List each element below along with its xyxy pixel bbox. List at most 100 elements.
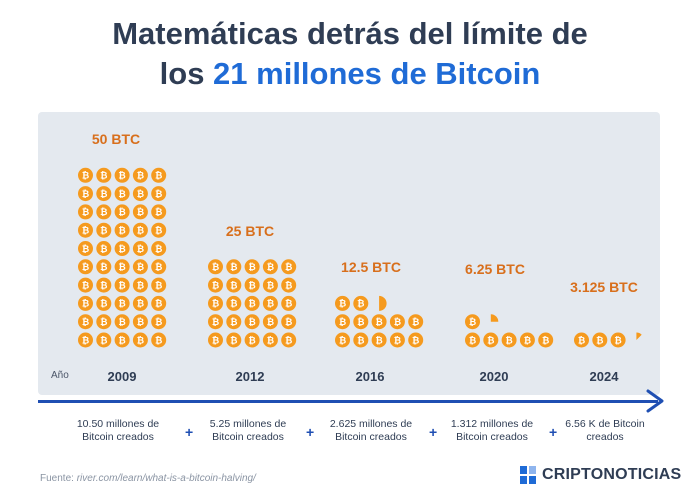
value-label-2020: 6.25 BTC: [465, 261, 525, 277]
svg-text:₿: ₿: [137, 262, 144, 273]
coin-mark-2016: ₿: [371, 314, 387, 330]
svg-text:₿: ₿: [155, 317, 162, 328]
svg-text:₿: ₿: [285, 335, 292, 346]
coin-mark-2016: ₿: [335, 332, 350, 348]
svg-text:₿: ₿: [82, 226, 89, 237]
title-line-1: Matemáticas detrás del límite de: [112, 16, 588, 51]
svg-text:₿: ₿: [212, 335, 219, 346]
svg-text:₿: ₿: [248, 262, 255, 273]
coin-mark-2009: ₿: [114, 314, 130, 330]
created-2020: 1.312 millones de Bitcoin creados: [450, 418, 534, 443]
value-label-2012: 25 BTC: [225, 223, 275, 239]
svg-text:₿: ₿: [469, 317, 476, 328]
svg-text:₿: ₿: [285, 262, 292, 273]
coin-mark-2016: ₿: [371, 332, 387, 348]
coin-mark-2009: ₿: [151, 241, 167, 256]
title-line-2: los 21 millones de Bitcoin: [0, 54, 700, 94]
svg-text:₿: ₿: [375, 317, 382, 328]
coin-mark-2024: ₿: [610, 332, 626, 348]
svg-text:₿: ₿: [230, 262, 237, 273]
coin-mark-2016: ₿: [408, 314, 424, 330]
brand-logo: CRIPTONOTICIAS: [520, 466, 681, 484]
coin-mark-2009: ₿: [96, 186, 112, 202]
plus-separator: +: [549, 424, 558, 440]
svg-text:₿: ₿: [155, 299, 162, 310]
coin-mark-2009: ₿: [96, 204, 112, 220]
year-2016: 2016: [355, 369, 385, 384]
coin-mark-2009: ₿: [78, 277, 93, 293]
svg-text:₿: ₿: [100, 244, 107, 255]
svg-text:₿: ₿: [375, 335, 382, 346]
coin-mark-2012: ₿: [208, 277, 223, 293]
coin-mark-2009: ₿: [96, 259, 112, 275]
value-label-2009: 50 BTC: [91, 131, 141, 147]
coin-mark-2012: ₿: [226, 277, 242, 293]
svg-text:₿: ₿: [155, 335, 162, 346]
svg-text:₿: ₿: [155, 280, 162, 291]
timeline-axis: [38, 400, 658, 403]
title-line-2-prefix: los: [159, 56, 214, 91]
svg-text:₿: ₿: [596, 335, 603, 346]
svg-text:₿: ₿: [100, 226, 107, 237]
coin-mark-2009: ₿: [114, 204, 130, 220]
created-2024: 6.56 K de Bitcoin creados: [565, 418, 645, 443]
svg-text:₿: ₿: [505, 335, 512, 346]
svg-text:₿: ₿: [412, 317, 419, 328]
svg-text:₿: ₿: [248, 317, 255, 328]
coin-mark-2009: ₿: [78, 241, 93, 256]
svg-text:₿: ₿: [267, 262, 274, 273]
coin-mark-2012: ₿: [244, 314, 260, 330]
arrow-right-icon: [646, 389, 664, 413]
coin-mark-2009: ₿: [132, 186, 148, 202]
coin-mark-2009: ₿: [151, 277, 167, 293]
svg-text:₿: ₿: [82, 207, 89, 218]
coin-mark-2009: ₿: [151, 204, 167, 220]
svg-text:₿: ₿: [118, 280, 125, 291]
svg-text:₿: ₿: [394, 317, 401, 328]
svg-text:₿: ₿: [118, 171, 125, 182]
coin-mark-2012: ₿: [226, 259, 242, 275]
svg-text:₿: ₿: [82, 335, 89, 346]
svg-text:₿: ₿: [357, 335, 364, 346]
coin-mark-2016: ₿: [335, 295, 350, 311]
value-label-2024: 3.125 BTC: [570, 279, 638, 295]
coin-mark-2012: ₿: [262, 314, 278, 330]
coin-mark-2016: ₿: [353, 314, 369, 330]
plus-separator: +: [306, 424, 315, 440]
coin-mark-2012: ₿: [244, 295, 260, 311]
svg-text:₿: ₿: [248, 335, 255, 346]
coin-mark-2012: ₿: [281, 314, 297, 330]
svg-text:₿: ₿: [267, 335, 274, 346]
svg-text:₿: ₿: [118, 299, 125, 310]
coin-mark-2009: ₿: [151, 332, 167, 348]
svg-text:₿: ₿: [412, 335, 419, 346]
coin-mark-2009: ₿: [96, 332, 112, 348]
svg-text:₿: ₿: [230, 335, 237, 346]
svg-text:₿: ₿: [267, 299, 274, 310]
coin-mark-2009: ₿: [151, 167, 167, 183]
coin-mark-2009: ₿: [151, 259, 167, 275]
coin-mark-2012: ₿: [244, 259, 260, 275]
coin-mark-2009: ₿: [78, 295, 93, 311]
svg-text:₿: ₿: [137, 244, 144, 255]
svg-text:₿: ₿: [487, 335, 494, 346]
svg-text:₿: ₿: [118, 335, 125, 346]
svg-text:₿: ₿: [267, 317, 274, 328]
svg-text:₿: ₿: [285, 299, 292, 310]
svg-text:₿: ₿: [524, 335, 531, 346]
coin-mark-2009: ₿: [96, 167, 112, 183]
source-label: Fuente:: [40, 473, 74, 484]
svg-text:₿: ₿: [248, 299, 255, 310]
coin-mark-2009: ₿: [132, 241, 148, 256]
coin-mark-2016: ₿: [389, 332, 405, 348]
coin-mark-2012: ₿: [208, 295, 223, 311]
coin-mark-2012: ₿: [226, 314, 242, 330]
coin-mark-2020: ₿: [483, 332, 499, 348]
svg-text:₿: ₿: [357, 317, 364, 328]
svg-text:₿: ₿: [339, 317, 346, 328]
coin-mark-2009: ₿: [151, 222, 167, 238]
svg-text:₿: ₿: [212, 280, 219, 291]
coin-mark-2012: ₿: [281, 277, 297, 293]
svg-text:₿: ₿: [230, 280, 237, 291]
source-link[interactable]: river.com/learn/what-is-a-bitcoin-halvin…: [76, 473, 256, 484]
